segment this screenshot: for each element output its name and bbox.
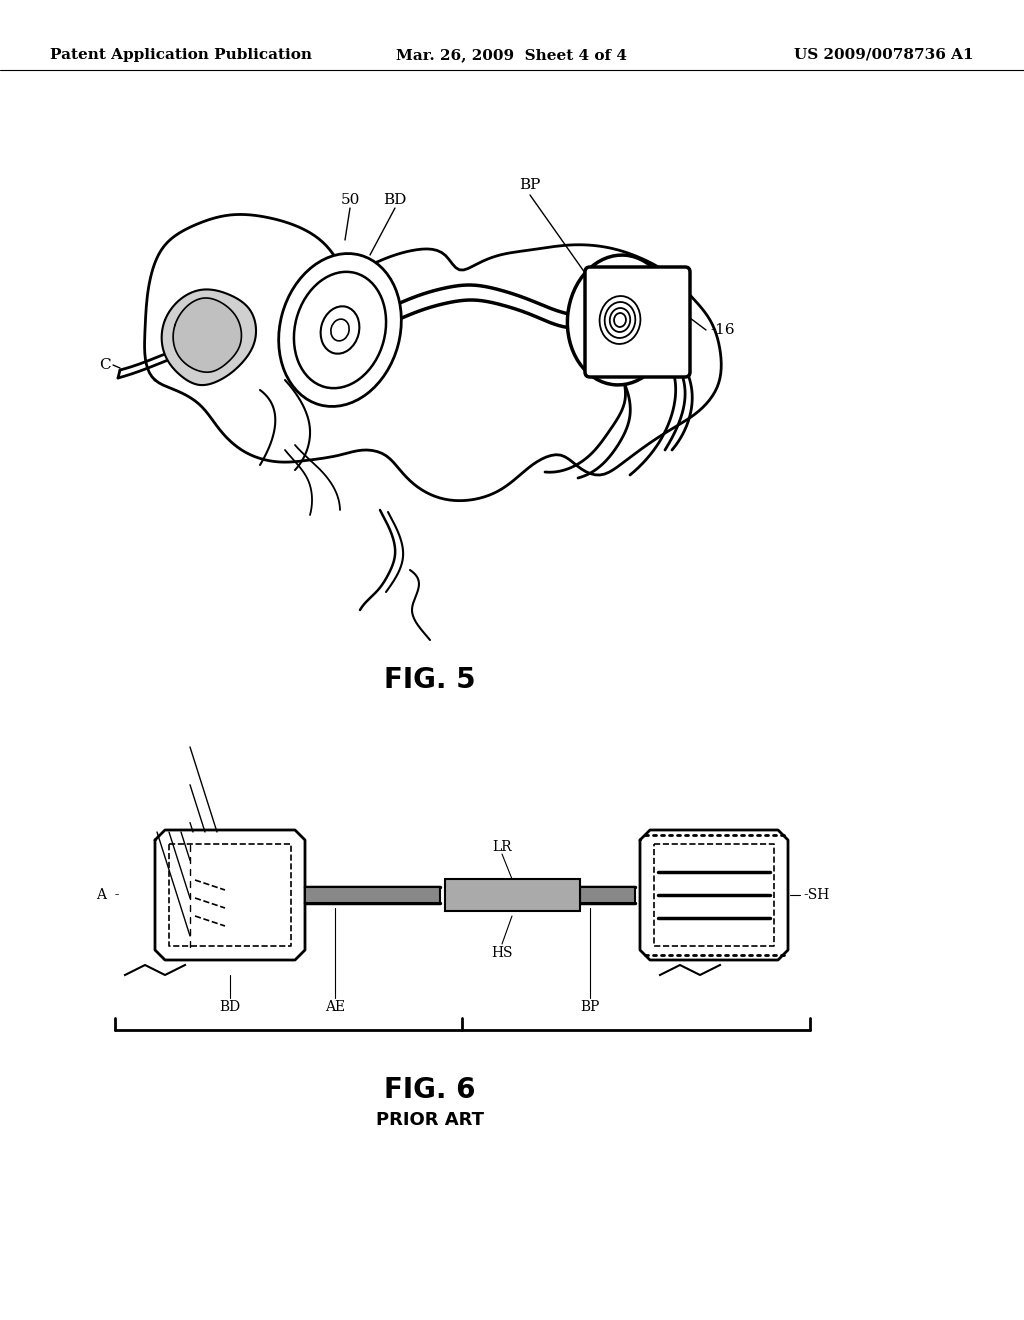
Text: FIG. 6: FIG. 6	[384, 1076, 476, 1104]
Text: AE: AE	[325, 1001, 345, 1014]
Text: LR: LR	[493, 840, 512, 854]
Text: BP: BP	[581, 1001, 600, 1014]
Text: BD: BD	[219, 1001, 241, 1014]
Bar	[305, 887, 440, 903]
Text: FIG. 5: FIG. 5	[384, 667, 476, 694]
Text: -SH: -SH	[803, 888, 829, 902]
Text: A  -: A -	[96, 888, 120, 902]
Text: HS: HS	[492, 946, 513, 960]
Text: Patent Application Publication: Patent Application Publication	[50, 48, 312, 62]
Polygon shape	[173, 298, 242, 372]
Text: BD: BD	[383, 193, 407, 207]
Text: BP: BP	[519, 178, 541, 191]
Text: PRIOR ART: PRIOR ART	[376, 1111, 484, 1129]
Polygon shape	[144, 214, 721, 500]
Bar	[580, 887, 635, 903]
Ellipse shape	[279, 253, 401, 407]
Polygon shape	[162, 289, 256, 385]
Text: US 2009/0078736 A1: US 2009/0078736 A1	[795, 48, 974, 62]
Ellipse shape	[567, 255, 673, 385]
Bar	[445, 879, 580, 911]
Text: Mar. 26, 2009  Sheet 4 of 4: Mar. 26, 2009 Sheet 4 of 4	[396, 48, 628, 62]
Ellipse shape	[321, 306, 359, 354]
Text: C: C	[99, 358, 111, 372]
Text: 50: 50	[340, 193, 359, 207]
Ellipse shape	[294, 272, 386, 388]
FancyBboxPatch shape	[585, 267, 690, 378]
Text: -16: -16	[710, 323, 734, 337]
